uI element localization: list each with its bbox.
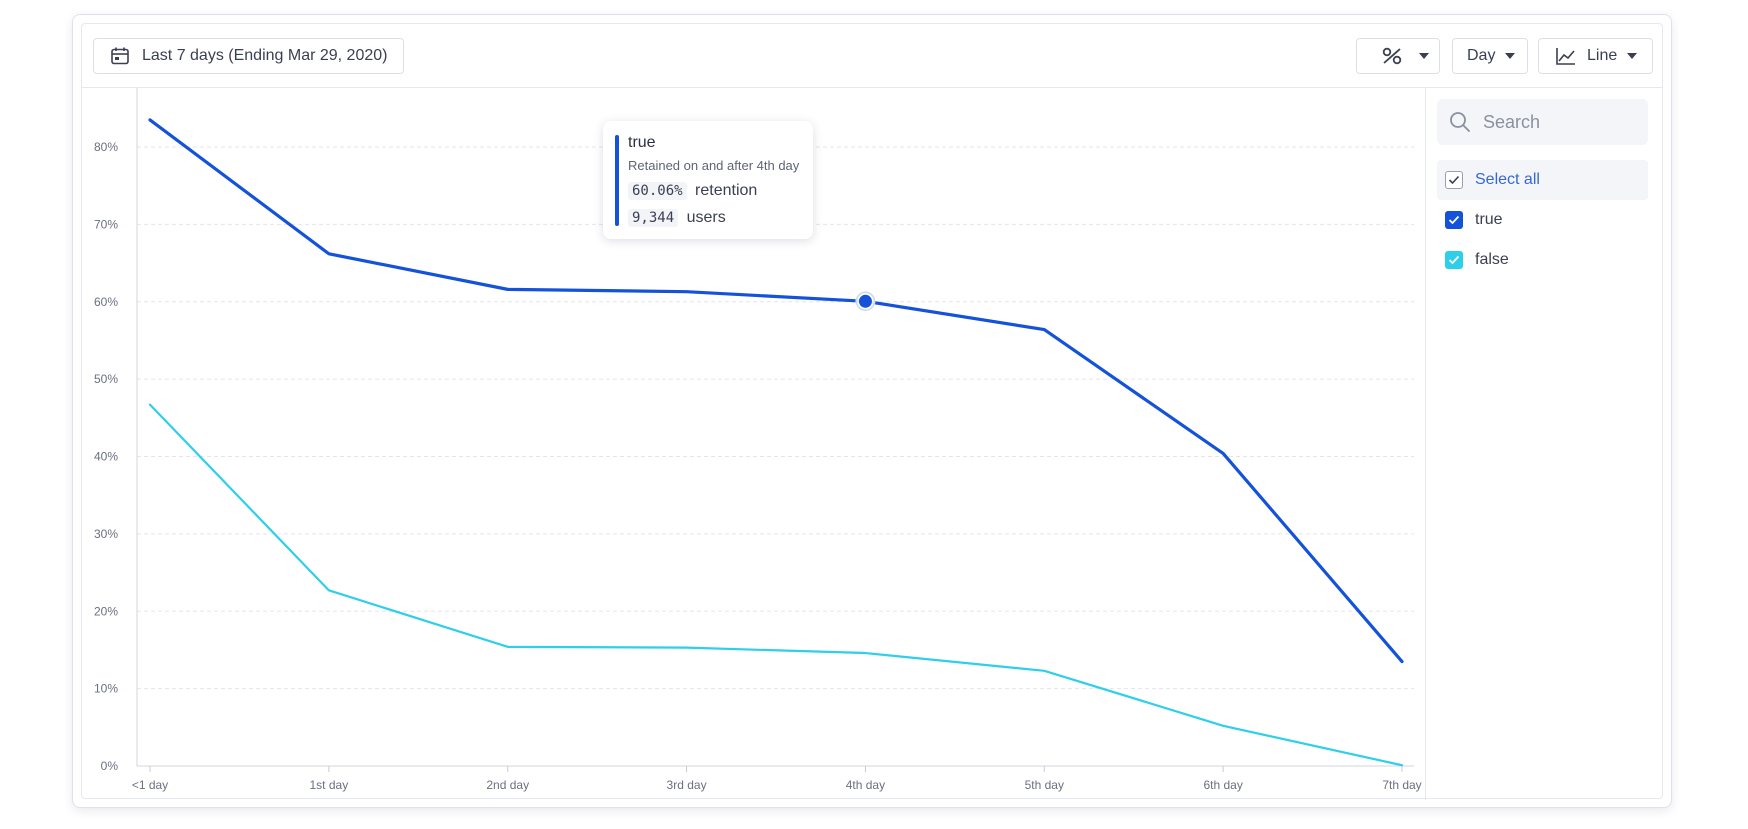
tooltip-users-value: 9,344 [628,209,679,227]
axis-layer: 0% 10% 20% 30% 40% 50% 60% 70% 80% <1 day 1st day 2… [94,88,1422,792]
search-box[interactable] [1437,99,1648,145]
sidebar-divider [1425,87,1426,800]
series-layer [148,118,1404,767]
y-tick-label: 50% [94,372,118,386]
series-line-true [148,118,1404,664]
x-tick-label: 1st day [310,778,349,792]
y-tick-label: 60% [94,295,118,309]
x-tick-label: 4th day [846,778,885,792]
tooltip-retention-label: retention [695,182,758,199]
chevron-down-icon [1419,53,1429,59]
percent-toggle-button[interactable] [1356,38,1440,74]
tooltip-retention-row: 60.06% retention [628,182,757,200]
tooltip-users-label: users [686,209,726,226]
legend-label-true: true [1475,211,1503,228]
y-tick-label: 0% [101,759,119,773]
grid-layer [137,146,1414,690]
series-line-false [148,403,1404,767]
tooltip-series-color-bar [615,135,619,226]
legend-checkbox-false[interactable] [1445,251,1463,269]
tooltip-users-row: 9,344 users [628,209,726,227]
chevron-down-icon [1627,53,1638,59]
x-tick-label: 2nd day [486,778,529,792]
date-range-button[interactable]: Last 7 days (Ending Mar 29, 2020) [93,38,404,74]
tooltip-retention-value: 60.06% [628,182,687,200]
tooltip-title: true [628,134,656,151]
y-tick-label: 80% [94,140,118,154]
calendar-icon [111,47,129,65]
legend-label-false: false [1475,251,1509,268]
toolbar-divider [81,87,1663,88]
y-tick-label: 40% [94,450,118,464]
check-icon [1448,255,1460,265]
x-tick-label: 3rd day [667,778,707,792]
x-tick-label: 5th day [1025,778,1064,792]
chart-type-label: Line [1587,47,1618,64]
legend-item-false[interactable]: false [1437,240,1648,280]
check-icon [1448,175,1460,185]
unit-select-button[interactable]: Day [1452,38,1528,74]
marker-layer [855,291,876,312]
check-icon [1448,215,1460,225]
y-tick-label: 30% [94,527,118,541]
y-tick-label: 10% [94,682,118,696]
legend-checkbox-true[interactable] [1445,211,1463,229]
x-tick-label: <1 day [132,778,168,792]
y-tick-label: 70% [94,217,118,231]
y-tick-label: 20% [94,604,118,618]
x-tick-label: 6th day [1203,778,1242,792]
select-all-label: Select all [1475,171,1540,188]
hover-ring [855,291,876,312]
unit-label: Day [1467,47,1496,64]
select-all-checkbox[interactable] [1445,171,1463,189]
line-chart-icon [1556,48,1575,65]
select-all-row[interactable]: Select all [1437,160,1648,200]
hover-point[interactable] [858,294,872,308]
legend-item-true[interactable]: true [1437,200,1648,240]
search-icon [1450,112,1470,132]
tooltip-subtitle: Retained on and after 4th day [628,158,800,173]
percent-icon [1382,47,1402,65]
chevron-down-icon [1505,53,1516,59]
date-range-label: Last 7 days (Ending Mar 29, 2020) [142,47,388,64]
search-input[interactable] [1481,110,1645,134]
data-tooltip: true Retained on and after 4th day 60.06… [603,121,813,239]
chart-type-button[interactable]: Line [1538,38,1653,74]
x-tick-label: 7th day [1382,778,1421,792]
